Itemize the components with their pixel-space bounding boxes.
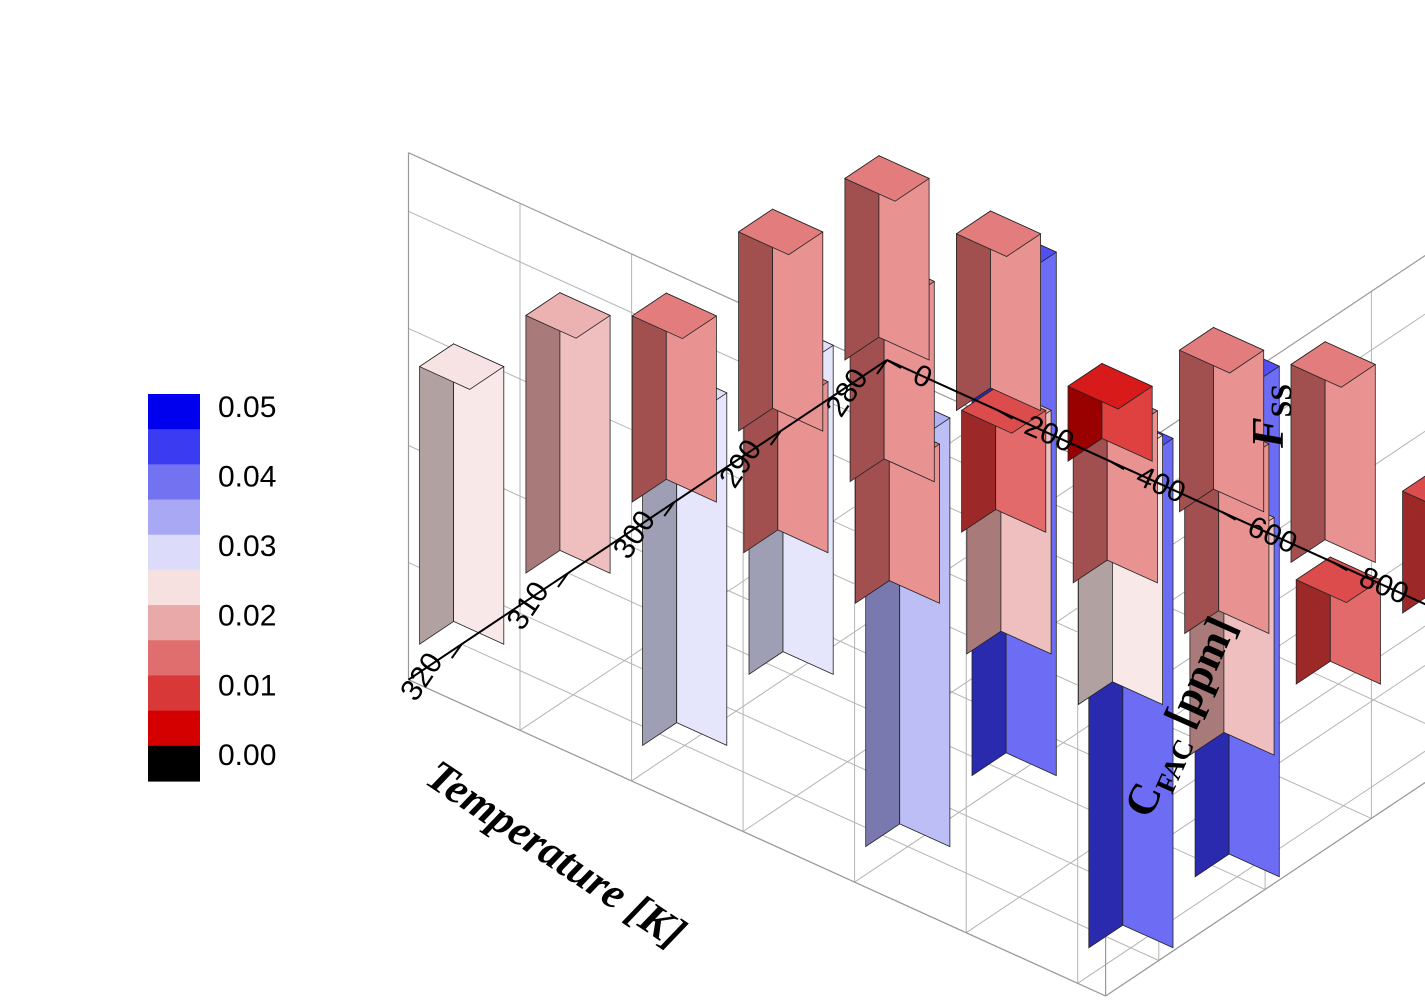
bar-face-side (559, 292, 611, 574)
colorbar-segment (148, 464, 200, 501)
y-tick (998, 409, 1013, 420)
bar-face-top (418, 343, 505, 390)
bar-face-top (955, 210, 1042, 257)
bar-3d (631, 292, 718, 503)
bar-3d (1290, 341, 1377, 564)
y-tick (1221, 510, 1237, 521)
bar-3d (1401, 475, 1425, 614)
colorbar-label: 0.03 (218, 530, 276, 563)
bar-face-top (1290, 341, 1377, 388)
bar-3d (1178, 326, 1265, 513)
x-tick-label: 310 (500, 576, 555, 636)
bar-3d (955, 210, 1042, 412)
colorbar-segment (148, 675, 200, 712)
bar-face-top (1295, 556, 1382, 604)
z-axis-title: FSS (1242, 384, 1298, 449)
bar-3d (1067, 362, 1154, 462)
grid-line (408, 562, 1106, 880)
x-tick (663, 501, 676, 517)
x-tick-label: 320 (394, 647, 449, 707)
bar-3d (418, 343, 505, 645)
plot-frame-edge (408, 679, 1106, 997)
bar-3d (844, 154, 930, 361)
bar-3d (525, 291, 611, 574)
bar-face-top (525, 292, 611, 339)
bar-3d (737, 208, 824, 432)
z-axis-title-main: F (1242, 417, 1293, 449)
colorbar-segment (148, 569, 200, 606)
x-axis-title: Temperature [K] (418, 750, 695, 958)
colorbar-label: 0.00 (218, 739, 276, 772)
bar-face-side (453, 343, 505, 645)
y-tick (1109, 460, 1125, 471)
y-tick (1332, 561, 1348, 572)
colorbar-segment (148, 534, 200, 571)
bar-face-top (1401, 475, 1425, 502)
x-axis-line (407, 359, 888, 681)
bar-face-top (737, 208, 824, 256)
z-axis-title-sub: SS (1265, 384, 1298, 417)
x-tick (450, 643, 463, 659)
colorbar: 0.05 0.04 0.03 0.02 0.01 0.00 (148, 391, 276, 782)
colorbar-label: 0.02 (218, 600, 276, 633)
colorbar-segment (148, 745, 200, 782)
colorbar-label: 0.05 (218, 391, 276, 424)
grid-line (461, 643, 1160, 961)
y-tick (886, 359, 902, 369)
bar-face-front (419, 343, 455, 645)
bar-face-top (631, 292, 718, 340)
colorbar-label: 0.04 (218, 461, 276, 494)
bar-3d (1295, 556, 1382, 685)
colorbar-segment (148, 394, 200, 430)
bar-face-top (1178, 327, 1265, 374)
colorbar-segment (148, 605, 200, 641)
x-tick (557, 572, 569, 588)
colorbar-segment (148, 429, 200, 465)
colorbar-segment (148, 499, 200, 536)
bar-face-front (525, 291, 561, 574)
bar-face-top (1067, 363, 1154, 410)
bar-face-front (1402, 475, 1425, 614)
colorbar-label: 0.01 (218, 669, 276, 702)
plot-frame-edge (1105, 781, 1425, 997)
colorbar-segment (148, 640, 200, 677)
x-tick (876, 359, 888, 375)
x-tick (769, 430, 782, 446)
bars-group (418, 154, 1425, 949)
colorbar-segment (148, 710, 200, 747)
grid-line (1105, 664, 1425, 880)
bar-face-top (844, 155, 930, 202)
